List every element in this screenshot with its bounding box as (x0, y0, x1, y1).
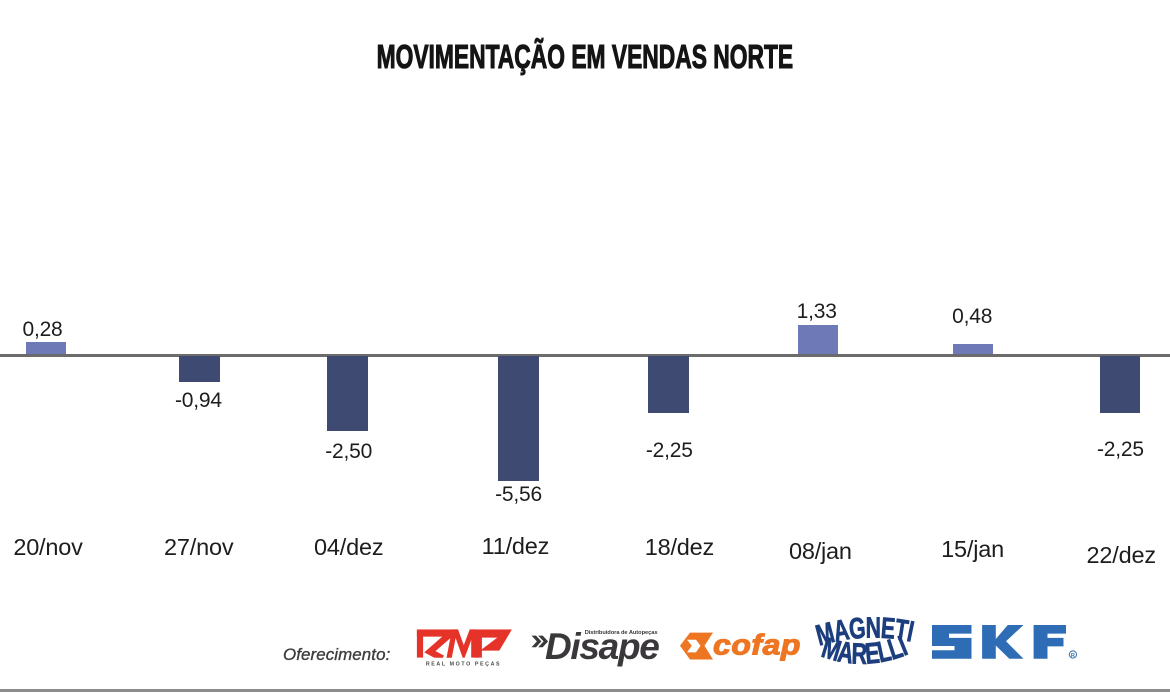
svg-text:MARELLI: MARELLI (818, 630, 911, 670)
svg-text:R: R (1071, 653, 1075, 659)
svg-text:cofap: cofap (713, 630, 801, 662)
svg-text:REAL MOTO PEÇAS: REAL MOTO PEÇAS (426, 662, 501, 668)
